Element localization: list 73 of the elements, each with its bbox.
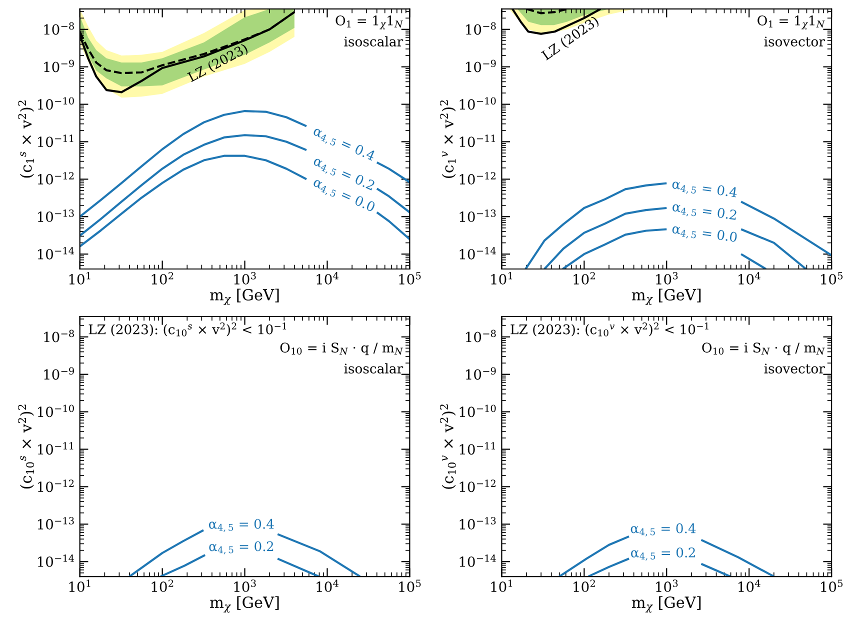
y-axis-title: (c$_{1}$$^{v}$ × v$^{2}$)$^{2}$ [440, 100, 456, 178]
x-tick-label: 10$^{1}$ [491, 580, 512, 592]
x-axis-title: m$_{χ}$ [GeV] [632, 288, 701, 306]
y-tick-label: 10$^{−13}$ [460, 517, 496, 530]
y-tick-label: 10$^{−10}$ [460, 404, 496, 418]
y-tick-label: 10$^{−12}$ [38, 172, 74, 185]
x-tick-label: 10$^{2}$ [152, 272, 174, 285]
y-tick-label: 10$^{−9}$ [466, 367, 496, 380]
text: LZ (2023): (c$_{10}$$^{v}$ × v$^{2}$)$^{2}$ < 10$^{−1}$ [510, 322, 708, 336]
y-axis-title: (c$_{10}$$^{v}$ × v$^{2}$)$^{2}$ [440, 404, 456, 489]
y-tick-label: 10$^{−11}$ [460, 134, 496, 148]
y-tick-label: 10$^{−9}$ [466, 60, 496, 72]
x-tick-label: 10$^{4}$ [316, 272, 339, 285]
text: LZ (2023): (c$_{10}$$^{s}$ × v$^{2}$)$^{2}$ < 10$^{−1}$ [88, 322, 286, 336]
x-tick-label: 10$^{4}$ [738, 580, 760, 592]
y-tick-label: 10$^{−9}$ [44, 367, 74, 380]
annotation: O$_{1}$ = 1$_{χ}$1$_{N}$ [758, 15, 825, 30]
y-tick-label: 10$^{−10}$ [38, 404, 74, 418]
annotation: O$_{10}$ = i S$_{N}$ · q / m$_{N}$ [280, 342, 403, 356]
y-tick-label: 10$^{−14}$ [38, 247, 74, 260]
y-tick-label: 10$^{−11}$ [38, 442, 74, 455]
y-tick-label: 10$^{−9}$ [44, 60, 74, 72]
x-tick-label: 10$^{1}$ [69, 580, 90, 592]
x-tick-label: 10$^{4}$ [316, 580, 339, 592]
y-tick-label: 10$^{−12}$ [38, 480, 74, 492]
x-tick-label: 10$^{3}$ [234, 272, 256, 285]
y-tick-label: 10$^{−14}$ [460, 554, 496, 567]
annotation: isoscalar [344, 363, 404, 374]
x-tick-label: 10$^{2}$ [152, 580, 174, 592]
x-tick-label: 10$^{5}$ [399, 580, 421, 592]
x-axis-title: m$_{χ}$ [GeV] [210, 596, 279, 613]
x-tick-label: 10$^{3}$ [656, 580, 678, 592]
x-tick-label: 10$^{3}$ [656, 272, 678, 285]
y-axis-title: (c$_{1}$$^{s}$ × v$^{2}$)$^{2}$ [18, 100, 34, 178]
x-tick-label: 10$^{5}$ [399, 272, 421, 285]
y-tick-label: 10$^{−12}$ [460, 480, 496, 492]
annotation: isoscalar [344, 36, 404, 46]
x-axis-title: m$_{χ}$ [GeV] [210, 288, 279, 306]
annotation: α$_{4,5}$ = 0.4 [671, 178, 738, 201]
y-tick-label: 10$^{−13}$ [460, 210, 496, 222]
y-tick-label: 10$^{−8}$ [44, 330, 74, 342]
x-tick-label: 10$^{5}$ [821, 580, 843, 592]
y-tick-label: 10$^{−13}$ [38, 517, 74, 530]
y-axis-title: (c$_{10}$$^{s}$ × v$^{2}$)$^{2}$ [18, 404, 34, 489]
y-tick-label: 10$^{−8}$ [466, 330, 496, 342]
annotation: O$_{1}$ = 1$_{χ}$1$_{N}$ [336, 15, 403, 30]
annotation: α$_{4,5}$ = 0.2 [209, 541, 274, 554]
annotation: α$_{4,5}$ = 0.2 [630, 547, 695, 561]
annotation: O$_{10}$ = i S$_{N}$ · q / m$_{N}$ [702, 342, 825, 356]
y-tick-label: 10$^{−11}$ [38, 134, 74, 148]
annotation: α$_{4,5}$ = 0.4 [208, 518, 274, 532]
x-tick-label: 10$^{3}$ [234, 580, 256, 592]
annotation: α$_{4,5}$ = 0.4 [630, 523, 696, 536]
x-tick-label: 10$^{4}$ [738, 272, 760, 285]
y-tick-label: 10$^{−8}$ [466, 22, 496, 35]
annotation: α$_{4,5}$ = 0.2 [672, 201, 737, 224]
annotation: isovector [764, 36, 825, 46]
y-tick-label: 10$^{−10}$ [460, 97, 496, 110]
x-tick-label: 10$^{1}$ [69, 272, 90, 285]
y-tick-label: 10$^{−8}$ [44, 22, 74, 35]
annotation: isovector [764, 364, 825, 374]
y-tick-label: 10$^{−10}$ [38, 97, 74, 110]
x-tick-label: 10$^{5}$ [821, 272, 843, 285]
y-tick-label: 10$^{−13}$ [38, 210, 74, 222]
y-tick-label: 10$^{−14}$ [460, 247, 496, 260]
x-tick-label: 10$^{2}$ [574, 580, 595, 592]
y-tick-label: 10$^{−12}$ [460, 172, 496, 185]
y-tick-label: 10$^{−14}$ [38, 554, 74, 567]
annotation: α$_{4,5}$ = 0.0 [671, 223, 738, 246]
x-axis-title: m$_{χ}$ [GeV] [632, 596, 701, 613]
x-tick-label: 10$^{1}$ [491, 272, 512, 285]
y-tick-label: 10$^{−11}$ [460, 442, 496, 455]
x-tick-label: 10$^{2}$ [574, 272, 595, 285]
